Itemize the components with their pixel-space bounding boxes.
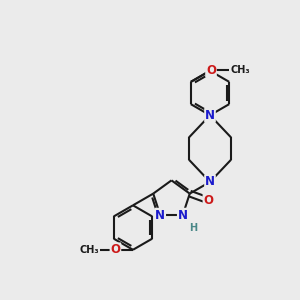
Text: N: N (205, 109, 215, 122)
Text: O: O (206, 64, 216, 77)
Text: CH₃: CH₃ (80, 245, 99, 255)
Text: N: N (178, 208, 188, 222)
Text: O: O (110, 243, 120, 256)
Text: CH₃: CH₃ (230, 65, 250, 75)
Text: N: N (155, 208, 165, 222)
Text: O: O (203, 194, 213, 207)
Text: N: N (205, 176, 215, 188)
Text: H: H (189, 223, 197, 233)
